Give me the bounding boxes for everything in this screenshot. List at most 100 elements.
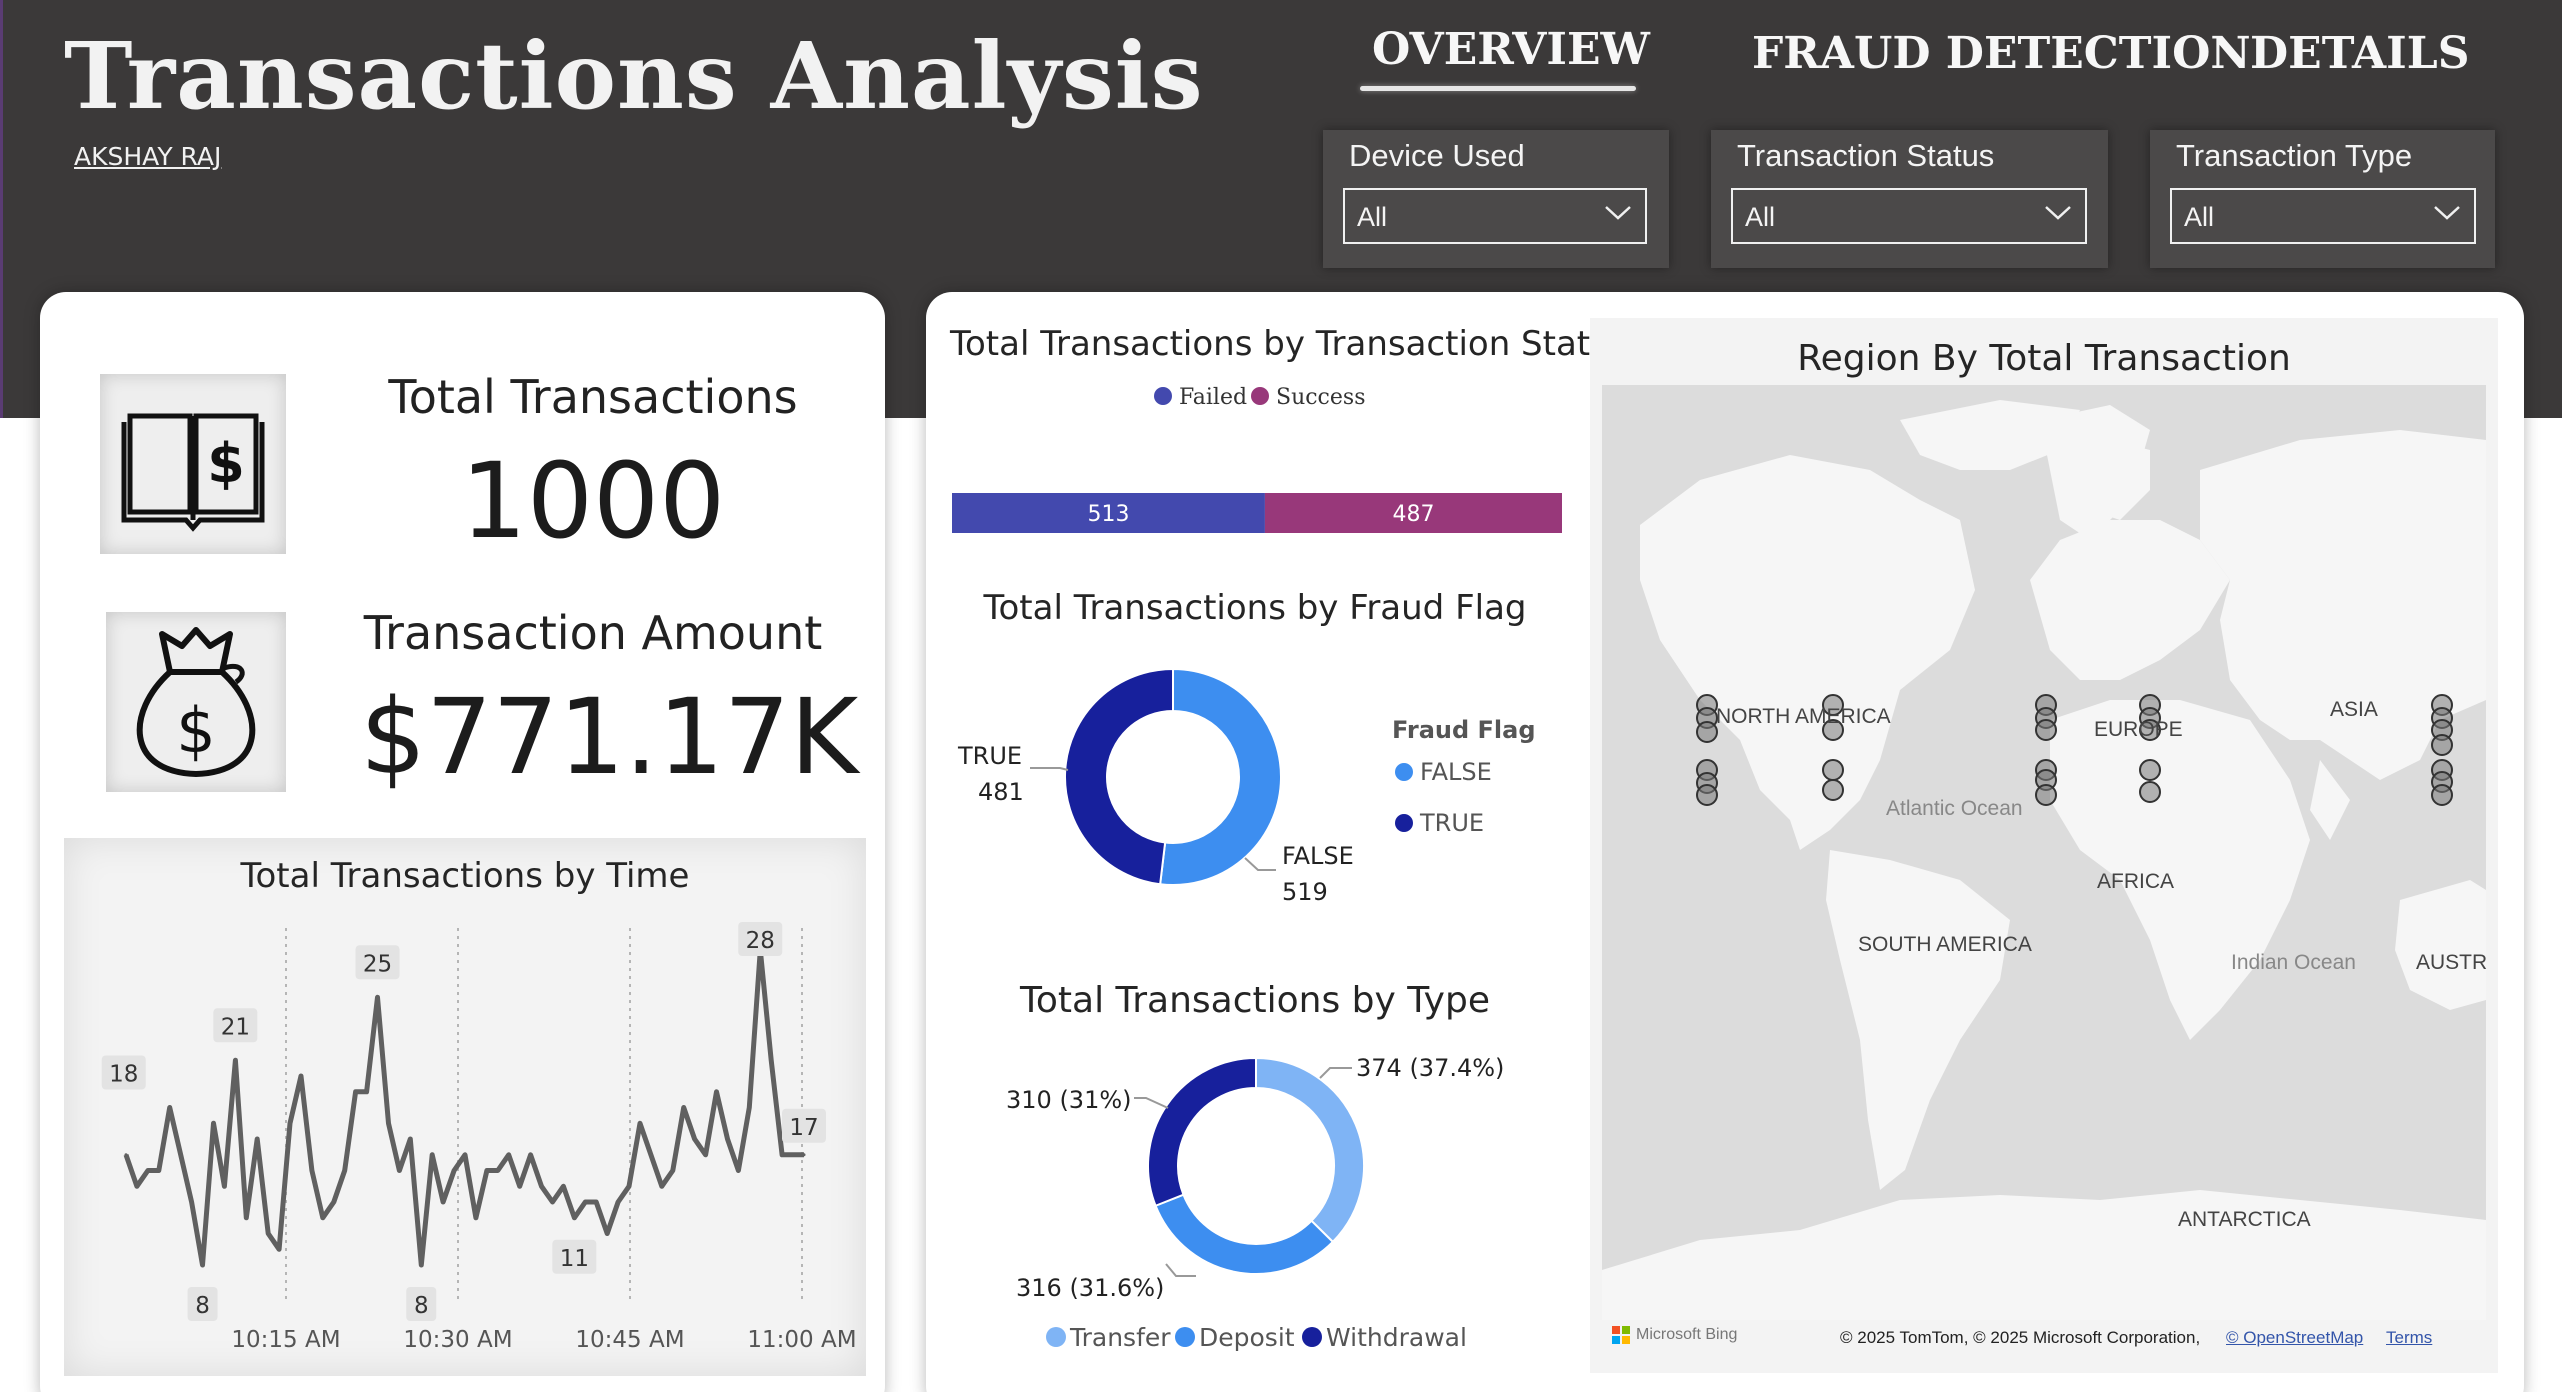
map-label-north-america: NORTH AMERICA bbox=[1716, 705, 1891, 728]
data-label: 17 bbox=[782, 1108, 826, 1143]
bar-segment-failed bbox=[952, 493, 1265, 533]
data-label-text: 8 bbox=[414, 1293, 429, 1319]
data-label-bg bbox=[552, 1239, 597, 1274]
fraud-chart-title: Total Transactions by Fraud Flag bbox=[983, 588, 1527, 628]
data-label-text: 18 bbox=[109, 1062, 138, 1088]
fraud-flag-donut-chart[interactable]: FALSE 519 TRUE 481 Fraud Flag FALSE TRUE bbox=[940, 640, 1580, 930]
slice-value-label: 519 bbox=[1282, 878, 1328, 906]
legend-marker-failed bbox=[1154, 387, 1172, 405]
time-chart-panel bbox=[64, 838, 866, 1376]
data-point bbox=[583, 1200, 587, 1204]
slice-value-label: 481 bbox=[978, 778, 1024, 806]
legend-marker-withdrawal bbox=[1302, 1327, 1322, 1347]
data-label: 18 bbox=[101, 1055, 146, 1090]
donut-slice-withdrawal bbox=[1147, 1056, 1257, 1208]
chevron-down-icon bbox=[2434, 206, 2460, 220]
data-point bbox=[769, 1058, 773, 1062]
region-map[interactable] bbox=[1602, 385, 2486, 1320]
region-bubble bbox=[1822, 694, 1844, 716]
data-label-bg bbox=[187, 1287, 218, 1321]
data-point bbox=[638, 1121, 642, 1125]
openstreetmap-link[interactable]: © OpenStreetMap bbox=[2226, 1328, 2364, 1347]
tab-overview[interactable]: OVERVIEW bbox=[1372, 24, 1650, 75]
region-bubble bbox=[1822, 779, 1844, 801]
filter-label: Device Used bbox=[1349, 138, 1525, 173]
filter-label: Transaction Status bbox=[1737, 138, 1995, 173]
data-point bbox=[507, 1153, 511, 1157]
page-title: Transactions Analysis bbox=[64, 22, 1204, 130]
data-point bbox=[780, 1153, 784, 1157]
data-point bbox=[365, 1090, 369, 1094]
map-label-australia: AUSTR bbox=[2416, 951, 2488, 974]
device-used-dropdown[interactable]: All bbox=[1343, 188, 1647, 244]
leader-line bbox=[1134, 1097, 1169, 1109]
data-point bbox=[671, 1169, 675, 1172]
data-point bbox=[266, 1232, 270, 1235]
data-point bbox=[430, 1153, 434, 1157]
tab-details[interactable]: DETAILS bbox=[2250, 28, 2470, 79]
legend-label-transfer: Transfer bbox=[1069, 1323, 1171, 1352]
transaction-type-dropdown[interactable]: All bbox=[2170, 188, 2476, 244]
data-point bbox=[496, 1169, 500, 1172]
leader-line bbox=[1165, 1263, 1196, 1277]
donut-slice-false bbox=[1159, 667, 1282, 886]
data-point bbox=[463, 1153, 467, 1157]
data-point bbox=[441, 1200, 445, 1204]
world-landmass bbox=[1602, 400, 2486, 1320]
data-label-bg bbox=[355, 945, 400, 980]
leader-line bbox=[1030, 767, 1069, 771]
filter-label: Transaction Type bbox=[2176, 138, 2413, 173]
bing-logo-text: Microsoft Bing bbox=[1636, 1326, 1738, 1343]
region-bubble bbox=[2139, 759, 2161, 781]
x-tick-label: 10:15 AM bbox=[231, 1327, 340, 1353]
filter-device-used: Device Used All bbox=[1323, 130, 1669, 268]
data-point bbox=[288, 1121, 292, 1125]
data-point bbox=[802, 1153, 806, 1157]
region-bubbles[interactable] bbox=[1602, 385, 2486, 1320]
data-point bbox=[540, 1184, 544, 1188]
region-bubble bbox=[1822, 719, 1844, 741]
data-point bbox=[660, 1184, 664, 1188]
data-point bbox=[244, 1216, 248, 1220]
ledger-dollar-icon: $ bbox=[100, 374, 286, 554]
tab-fraud-detection[interactable]: FRAUD DETECTION bbox=[1752, 28, 2251, 79]
leader-line bbox=[1319, 1067, 1352, 1079]
data-point bbox=[343, 1169, 347, 1172]
data-label-bg bbox=[101, 1055, 146, 1090]
legend-label-true: TRUE bbox=[1419, 809, 1484, 837]
data-label-text: 8 bbox=[195, 1293, 210, 1319]
data-label-text: 17 bbox=[789, 1115, 818, 1141]
series-line bbox=[123, 947, 804, 1268]
data-point bbox=[627, 1184, 631, 1188]
map-label-indian-ocean: Indian Ocean bbox=[2231, 951, 2356, 974]
status-stacked-bar-chart[interactable]: Failed Success 513 487 bbox=[940, 372, 1580, 542]
data-point bbox=[616, 1200, 620, 1204]
data-label: 8 bbox=[187, 1287, 218, 1321]
total-transactions-label: Total Transactions bbox=[388, 370, 798, 424]
chevron-down-icon bbox=[2045, 206, 2071, 220]
data-label: 8 bbox=[406, 1287, 437, 1321]
legend-label-success: Success bbox=[1276, 385, 1365, 410]
status-chart-title: Total Transactions by Transaction Status bbox=[950, 324, 1630, 364]
transaction-type-donut-chart[interactable]: 374 (37.4%) 316 (31.6%) 310 (31%) Transfer D… bbox=[940, 1030, 1580, 1360]
legend-label-deposit: Deposit bbox=[1199, 1323, 1295, 1352]
data-label: 21 bbox=[213, 1008, 258, 1043]
data-point bbox=[594, 1200, 598, 1204]
author-link[interactable]: AKSHAY RAJ bbox=[74, 142, 222, 171]
legend-marker-deposit bbox=[1175, 1327, 1195, 1347]
terms-link[interactable]: Terms bbox=[2386, 1328, 2433, 1347]
data-label-text: 11 bbox=[560, 1246, 589, 1272]
data-point bbox=[518, 1184, 522, 1188]
transaction-status-dropdown[interactable]: All bbox=[1731, 188, 2087, 244]
time-line-chart[interactable]: 10:15 AM 10:30 AM 10:45 AM 11:00 AM 18 21 8 25 8… bbox=[64, 900, 866, 1370]
active-tab-indicator bbox=[1360, 86, 1636, 91]
total-transactions-value: 1000 bbox=[460, 440, 726, 562]
data-point bbox=[715, 1090, 719, 1094]
region-bubble bbox=[2035, 784, 2057, 806]
bar-value-label: 487 bbox=[1392, 502, 1434, 527]
data-point bbox=[255, 1137, 259, 1141]
region-bubble bbox=[1696, 721, 1718, 743]
data-point bbox=[474, 1216, 478, 1220]
bar-value-label: 513 bbox=[1087, 502, 1129, 527]
data-point bbox=[277, 1247, 281, 1251]
